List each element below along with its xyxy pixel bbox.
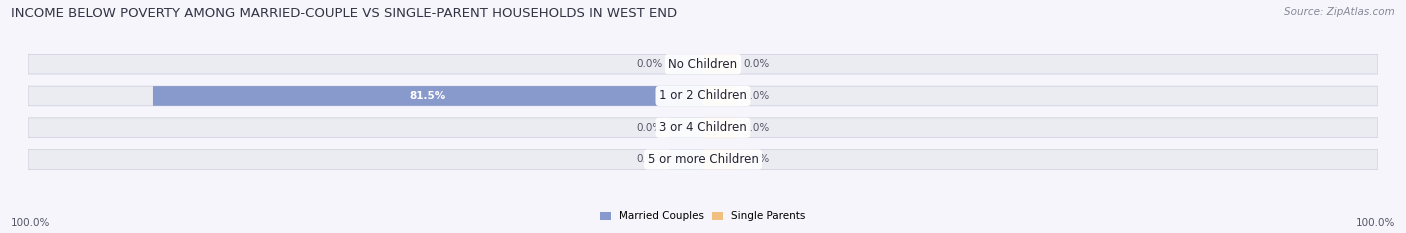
FancyBboxPatch shape: [28, 118, 1378, 137]
Text: Source: ZipAtlas.com: Source: ZipAtlas.com: [1284, 7, 1395, 17]
Text: 0.0%: 0.0%: [744, 91, 769, 101]
FancyBboxPatch shape: [28, 86, 1378, 106]
FancyBboxPatch shape: [703, 54, 737, 74]
FancyBboxPatch shape: [703, 118, 737, 137]
Text: No Children: No Children: [668, 58, 738, 71]
FancyBboxPatch shape: [703, 150, 737, 169]
Text: 3 or 4 Children: 3 or 4 Children: [659, 121, 747, 134]
Legend: Married Couples, Single Parents: Married Couples, Single Parents: [596, 207, 810, 226]
FancyBboxPatch shape: [28, 150, 1378, 169]
Text: 100.0%: 100.0%: [1355, 218, 1395, 228]
Text: 1 or 2 Children: 1 or 2 Children: [659, 89, 747, 103]
Text: 5 or more Children: 5 or more Children: [648, 153, 758, 166]
Text: INCOME BELOW POVERTY AMONG MARRIED-COUPLE VS SINGLE-PARENT HOUSEHOLDS IN WEST EN: INCOME BELOW POVERTY AMONG MARRIED-COUPL…: [11, 7, 678, 20]
Text: 0.0%: 0.0%: [744, 123, 769, 133]
FancyBboxPatch shape: [669, 150, 703, 169]
Text: 0.0%: 0.0%: [744, 154, 769, 164]
FancyBboxPatch shape: [153, 86, 703, 106]
FancyBboxPatch shape: [669, 118, 703, 137]
Text: 0.0%: 0.0%: [637, 154, 662, 164]
FancyBboxPatch shape: [28, 54, 1378, 74]
FancyBboxPatch shape: [703, 86, 737, 106]
FancyBboxPatch shape: [669, 54, 703, 74]
Text: 81.5%: 81.5%: [411, 91, 446, 101]
Text: 0.0%: 0.0%: [637, 123, 662, 133]
Text: 0.0%: 0.0%: [637, 59, 662, 69]
Text: 100.0%: 100.0%: [11, 218, 51, 228]
Text: 0.0%: 0.0%: [744, 59, 769, 69]
